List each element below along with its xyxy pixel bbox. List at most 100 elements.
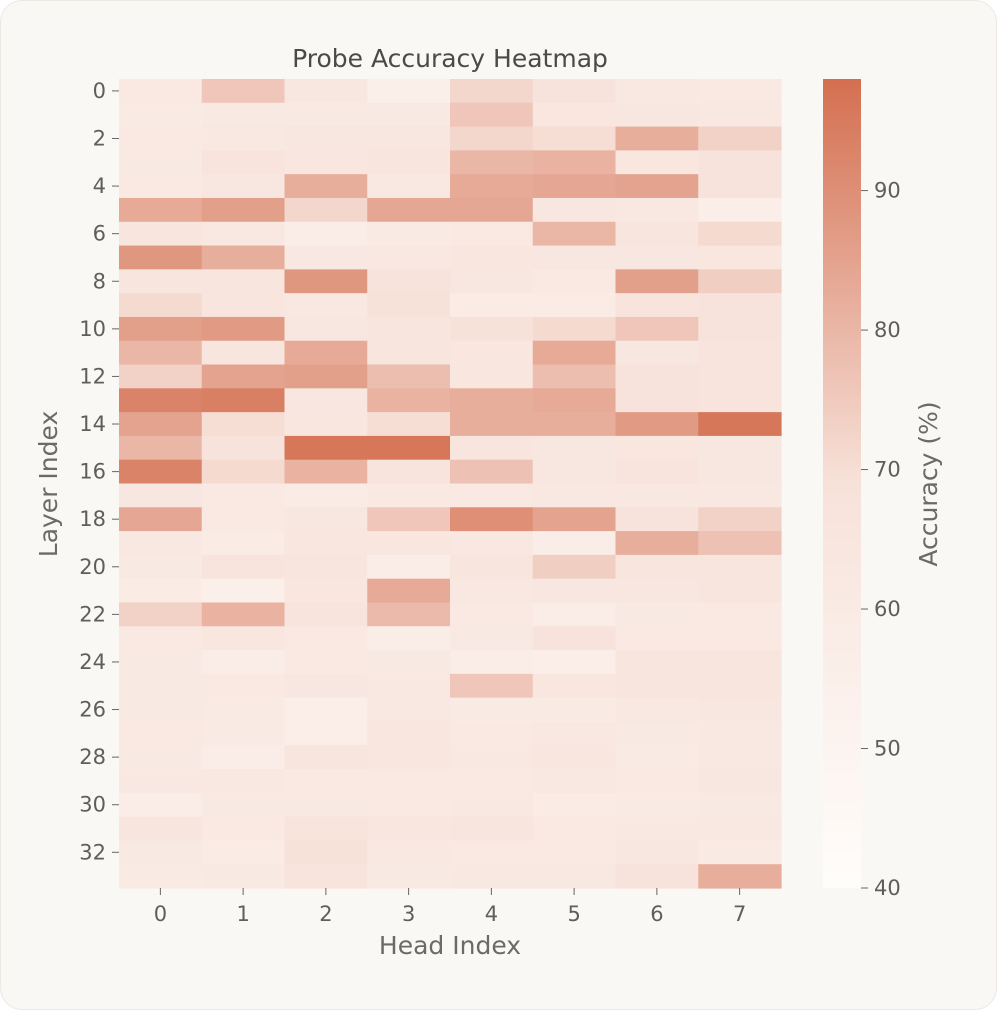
heatmap-cell: [450, 245, 534, 270]
heatmap-cell: [284, 531, 368, 556]
heatmap-cell: [367, 697, 451, 723]
heatmap-cell: [450, 364, 534, 389]
heatmap-cell: [201, 697, 286, 723]
heatmap-cell: [698, 602, 782, 627]
heatmap-cell: [367, 293, 451, 318]
heatmap-cell: [119, 792, 203, 818]
heatmap-cell: [284, 816, 368, 842]
heatmap-cell: [367, 864, 451, 889]
heatmap-cell: [119, 650, 203, 675]
heatmap-cells: [119, 79, 782, 889]
heatmap-cell: [367, 102, 451, 128]
heatmap-cell: [615, 507, 699, 532]
heatmap-cell: [698, 650, 782, 675]
heatmap-cell: [698, 245, 782, 270]
heatmap-cell: [698, 221, 782, 247]
x-tick-label: 0: [154, 902, 167, 926]
heatmap-cell: [201, 126, 286, 151]
heatmap-cell: [201, 221, 286, 247]
heatmap-cell: [119, 697, 203, 723]
y-tick-label: 6: [93, 222, 106, 246]
heatmap-cell: [284, 316, 368, 342]
heatmap-cell: [201, 150, 286, 175]
heatmap-cell: [615, 745, 699, 770]
heatmap-cell: [532, 412, 617, 437]
colorbar-tick-label: 70: [874, 458, 901, 482]
heatmap-cell: [284, 721, 368, 746]
y-tick-label: 22: [79, 602, 106, 626]
heatmap-cell: [119, 126, 203, 151]
heatmap-cell: [367, 316, 451, 342]
heatmap-cell: [119, 531, 203, 556]
heatmap-cell: [698, 792, 782, 818]
heatmap-cell: [284, 174, 368, 199]
heatmap-cell: [532, 435, 617, 461]
heatmap-cell: [284, 412, 368, 437]
heatmap-cell: [367, 769, 451, 794]
heatmap-cell: [532, 840, 617, 865]
heatmap-cell: [119, 79, 203, 104]
heatmap-cell: [367, 150, 451, 175]
heatmap-cell: [532, 792, 617, 818]
heatmap-cell: [698, 507, 782, 532]
heatmap-cell: [532, 126, 617, 151]
heatmap-cell: [615, 721, 699, 746]
heatmap-cell: [201, 245, 286, 270]
heatmap-cell: [532, 554, 617, 580]
y-tick-label: 8: [93, 269, 106, 293]
heatmap-cell: [450, 174, 534, 199]
heatmap-cell: [615, 221, 699, 247]
heatmap-cell: [698, 840, 782, 865]
heatmap-cell: [698, 388, 782, 413]
heatmap-cell: [532, 626, 617, 651]
heatmap-cell: [367, 364, 451, 389]
heatmap-cell: [201, 483, 286, 508]
heatmap-cell: [698, 150, 782, 175]
heatmap-cell: [450, 197, 534, 223]
heatmap-cell: [284, 197, 368, 223]
heatmap-cell: [201, 745, 286, 770]
heatmap-cell: [450, 102, 534, 128]
heatmap-cell: [450, 626, 534, 651]
heatmap-cell: [367, 840, 451, 865]
heatmap-cell: [119, 102, 203, 128]
heatmap-cell: [119, 864, 203, 889]
y-tick-label: 18: [79, 507, 106, 531]
heatmap-cell: [615, 293, 699, 318]
heatmap-cell: [201, 197, 286, 223]
heatmap-cell: [201, 626, 286, 651]
heatmap-cell: [119, 769, 203, 794]
heatmap-cell: [367, 388, 451, 413]
heatmap-cell: [201, 174, 286, 199]
heatmap-cell: [201, 293, 286, 318]
heatmap-cell: [284, 221, 368, 247]
x-tick-label: 6: [650, 902, 663, 926]
heatmap-cell: [532, 316, 617, 342]
heatmap-cell: [615, 483, 699, 508]
heatmap-cell: [615, 554, 699, 580]
heatmap-cell: [201, 840, 286, 865]
heatmap-cell: [284, 578, 368, 604]
heatmap-cell: [284, 697, 368, 723]
heatmap-cell: [615, 197, 699, 223]
heatmap-cell: [284, 388, 368, 413]
heatmap-cell: [698, 721, 782, 746]
heatmap-cell: [367, 197, 451, 223]
heatmap-cell: [284, 673, 368, 699]
heatmap-cell: [698, 364, 782, 389]
heatmap-cell: [119, 745, 203, 770]
heatmap-cell: [532, 721, 617, 746]
heatmap-cell: [450, 745, 534, 770]
heatmap-cell: [119, 197, 203, 223]
heatmap-cell: [119, 626, 203, 651]
heatmap-cell: [201, 650, 286, 675]
heatmap-cell: [119, 435, 203, 461]
y-tick-label: 4: [93, 174, 106, 198]
heatmap-cell: [201, 459, 286, 485]
heatmap-cell: [367, 483, 451, 508]
heatmap-cell: [532, 864, 617, 889]
heatmap-cell: [698, 174, 782, 199]
heatmap-cell: [201, 340, 286, 366]
